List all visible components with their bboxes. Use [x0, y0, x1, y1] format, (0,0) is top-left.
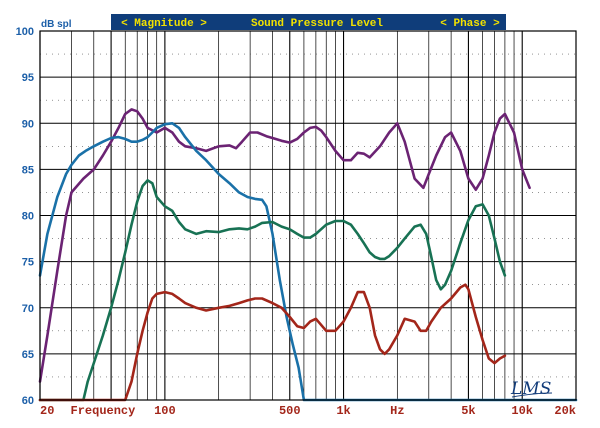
- y-tick-label: 70: [22, 303, 34, 315]
- y-tick-label: 75: [22, 257, 34, 269]
- y-tick-label: 80: [22, 211, 34, 223]
- x-tick-label: 1k: [336, 404, 350, 418]
- y-tick-label: 60: [22, 395, 34, 407]
- y-axis-label: dB spl: [41, 19, 72, 30]
- x-tick-label: 100: [154, 404, 176, 418]
- y-tick-label: 95: [22, 72, 34, 84]
- series-line-1: [38, 108, 531, 383]
- x-tick-label: 500: [279, 404, 301, 418]
- banner: [111, 14, 506, 30]
- series-line-2: [38, 122, 578, 402]
- y-tick-labels: 60 65 70 75 80 85 90 95 100: [16, 26, 34, 407]
- x-tick-label: Frequency: [71, 404, 136, 418]
- banner-magnitude: < Magnitude >: [121, 18, 207, 30]
- x-tick-label: 20: [40, 404, 54, 418]
- x-tick-labels: 20 Frequency 100 500 1k Hz 5k 10k 20k: [40, 404, 576, 418]
- y-tick-label: 100: [16, 26, 34, 38]
- banner-phase: < Phase >: [440, 18, 500, 30]
- y-tick-label: 65: [22, 349, 34, 361]
- lms-logo: LMS: [510, 379, 551, 399]
- series-group: [38, 108, 578, 402]
- series-line-4: [38, 283, 507, 402]
- y-tick-label: 90: [22, 118, 34, 130]
- banner-title: Sound Pressure Level: [251, 18, 383, 30]
- x-tick-label: 20k: [554, 404, 576, 418]
- x-tick-label: 10k: [511, 404, 533, 418]
- series-line-3: [38, 179, 507, 402]
- x-tick-label: 5k: [461, 404, 475, 418]
- plot-frame: [39, 30, 577, 401]
- y-tick-label: 85: [22, 164, 34, 176]
- x-tick-label: Hz: [390, 404, 404, 418]
- logo-underline: [511, 392, 553, 398]
